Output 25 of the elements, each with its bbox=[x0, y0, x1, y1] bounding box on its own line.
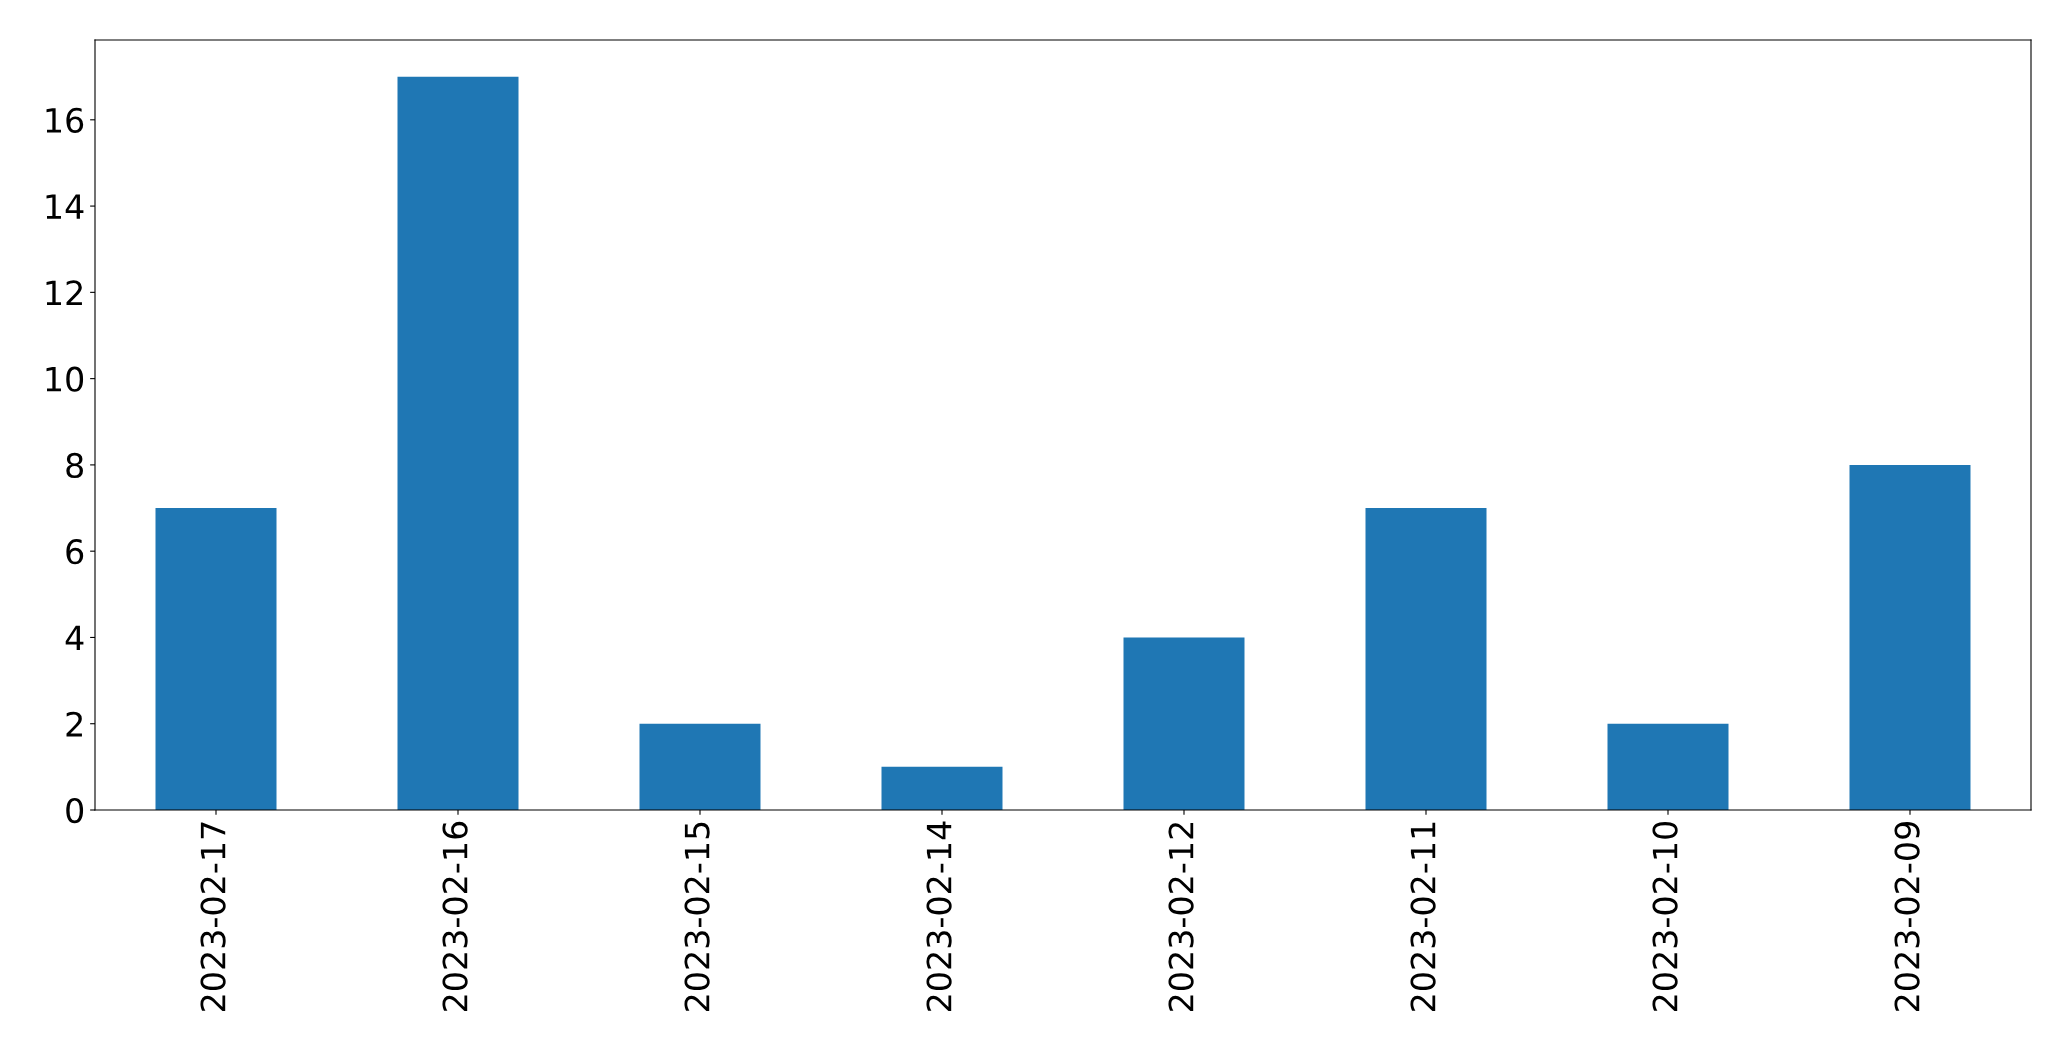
bar bbox=[397, 76, 519, 810]
y-tick-label: 8 bbox=[66, 452, 83, 479]
x-tick-label: 2023-02-09 bbox=[1894, 822, 1920, 1011]
y-tick-label: 14 bbox=[46, 194, 84, 219]
x-tick-label: 2023-02-15 bbox=[684, 822, 710, 1011]
x-tick-label: 2023-02-14 bbox=[926, 821, 952, 1011]
bar bbox=[1607, 723, 1729, 810]
x-tick-label: 2023-02-10 bbox=[1652, 821, 1678, 1011]
x-tick-label: 2023-02-12 bbox=[1168, 823, 1194, 1011]
bar bbox=[155, 508, 277, 810]
y-tick-label: 4 bbox=[65, 625, 84, 651]
y-tick-label: 0 bbox=[66, 797, 84, 824]
x-tick-label: 2023-02-16 bbox=[442, 821, 468, 1011]
y-tick-label: 10 bbox=[46, 366, 84, 392]
y-tick-label: 12 bbox=[46, 280, 82, 306]
bar bbox=[881, 766, 1003, 810]
bar bbox=[1365, 508, 1487, 810]
y-tick-label: 16 bbox=[46, 107, 84, 133]
bar bbox=[1849, 464, 1971, 810]
bar bbox=[639, 723, 761, 810]
y-tick-label: 6 bbox=[66, 539, 84, 565]
bar bbox=[1123, 637, 1245, 810]
y-tick-label: 2 bbox=[66, 711, 82, 737]
x-tick-label: 2023-02-11 bbox=[1410, 822, 1436, 1011]
x-tick-label: 2023-02-17 bbox=[200, 822, 226, 1011]
